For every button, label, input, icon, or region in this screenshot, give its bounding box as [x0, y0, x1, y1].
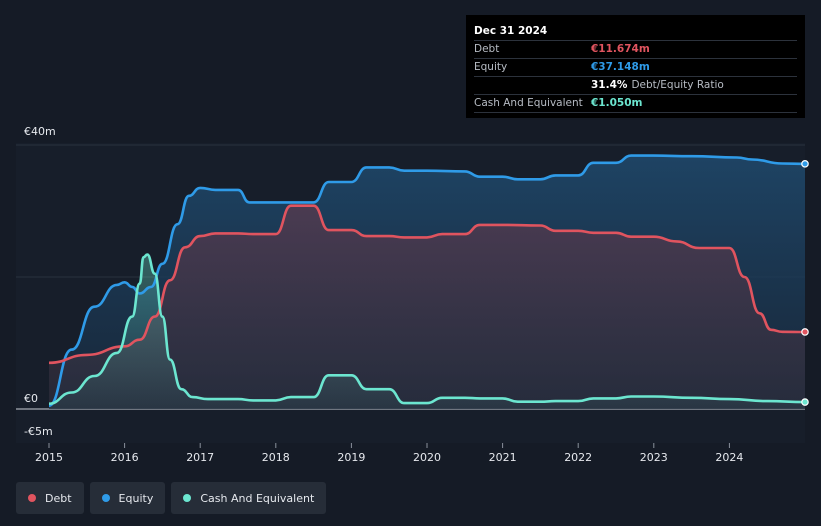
- tooltip-date: Dec 31 2024: [474, 25, 548, 37]
- legend-item-debt[interactable]: Debt: [16, 482, 84, 514]
- debt-area: [49, 205, 805, 409]
- y-tick-label: €0: [24, 392, 38, 405]
- y-axis-ticks: €40m €0 -€5m: [24, 125, 56, 438]
- x-tick-label: 2023: [640, 451, 668, 464]
- tooltip-label-debt: Debt: [474, 43, 500, 55]
- legend-dot-equity: [101, 494, 110, 502]
- x-tick-label: 2016: [111, 451, 139, 464]
- legend: Debt Equity Cash And Equivalent: [16, 482, 332, 514]
- x-tick-label: 2022: [564, 451, 592, 464]
- x-tick-label: 2019: [337, 451, 365, 464]
- series-areas: [49, 155, 805, 409]
- x-tick-label: 2015: [35, 451, 63, 464]
- legend-label-cash: Cash And Equivalent: [200, 491, 315, 505]
- legend-dot-cash: [183, 494, 192, 502]
- tooltip-row-ratio: 31.4% Debt/Equity Ratio: [474, 76, 797, 94]
- legend-item-equity[interactable]: Equity: [89, 482, 166, 514]
- x-tick-label: 2021: [489, 451, 517, 464]
- tooltip-value-ratio: 31.4%: [591, 79, 628, 91]
- legend-dot-debt: [28, 494, 36, 502]
- tooltip-label-equity: Equity: [474, 61, 508, 73]
- x-tick-label: 2024: [715, 451, 743, 464]
- x-tick-label: 2018: [262, 451, 290, 464]
- series-lines: [48, 154, 806, 407]
- legend-label-debt: Debt: [45, 491, 72, 505]
- tooltip-row-equity: Equity €37.148m: [474, 58, 797, 76]
- tooltip-row-debt: Debt €11.674m: [474, 40, 797, 58]
- tooltip-label-cash: Cash And Equivalent: [474, 97, 583, 109]
- legend-item-cash[interactable]: Cash And Equivalent: [171, 482, 327, 514]
- equity-end-marker: [801, 160, 809, 168]
- tooltip-row-cash: Cash And Equivalent €1.050m: [474, 94, 797, 113]
- equity-line: [48, 154, 806, 407]
- debt-end-marker: [801, 328, 809, 336]
- cash-and-equivalent-line: [48, 253, 806, 405]
- series-end-markers: [801, 160, 809, 406]
- tooltip-value-debt: €11.674m: [591, 43, 650, 55]
- tooltip-desc-ratio: Debt/Equity Ratio: [631, 79, 724, 91]
- y-tick-label: -€5m: [24, 425, 53, 438]
- cash-and-equivalent-end-marker: [801, 398, 809, 406]
- tooltip-label-ratio: [474, 77, 591, 94]
- x-tick-label: 2017: [186, 451, 214, 464]
- x-axis-ticks: 2015 2016 2017 2018 2019 2020 2021 2022 2023 2024: [35, 443, 743, 464]
- tooltip-value-equity: €37.148m: [591, 61, 650, 73]
- legend-label-equity: Equity: [118, 491, 154, 505]
- debt-line: [48, 204, 806, 365]
- cash-and-equivalent-area: [49, 254, 805, 409]
- y-tick-label: €40m: [24, 125, 56, 138]
- x-tick-label: 2020: [413, 451, 441, 464]
- tooltip-panel: Dec 31 2024 Debt €11.674m Equity €37.148…: [466, 15, 805, 118]
- tooltip-value-cash: €1.050m: [591, 97, 643, 109]
